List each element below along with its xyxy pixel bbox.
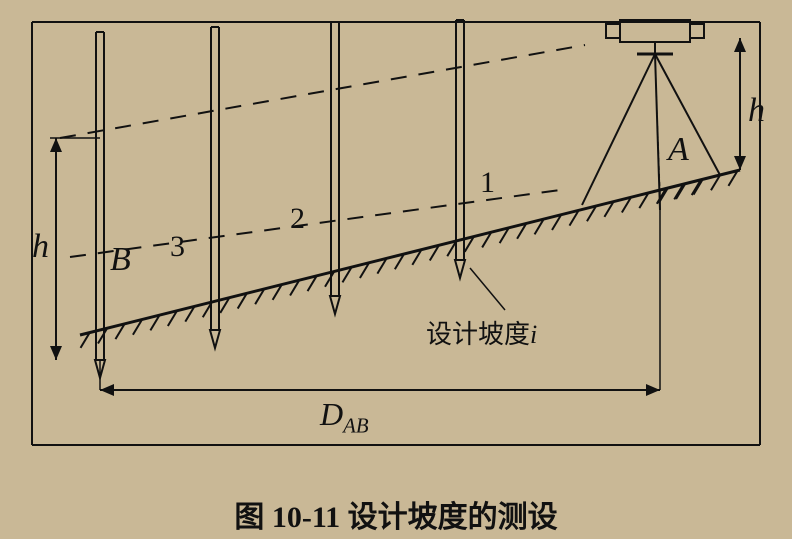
svg-text:A: A <box>666 131 689 168</box>
figure-caption: 图 10-11 设计坡度的测设 <box>0 492 792 536</box>
slope-diagram: 3 2 1 A B <box>0 0 792 539</box>
svg-text:2: 2 <box>290 202 305 235</box>
slope-label: 设计坡度i <box>426 314 537 351</box>
svg-text:B: B <box>110 241 131 278</box>
h-right-label: h <box>748 92 765 130</box>
dab-label: DAB <box>320 396 369 438</box>
svg-text:1: 1 <box>480 166 495 199</box>
svg-text:3: 3 <box>170 230 185 263</box>
h-left-label: h <box>32 228 49 266</box>
caption-text: 图 10-11 设计坡度的测设 <box>234 501 557 534</box>
